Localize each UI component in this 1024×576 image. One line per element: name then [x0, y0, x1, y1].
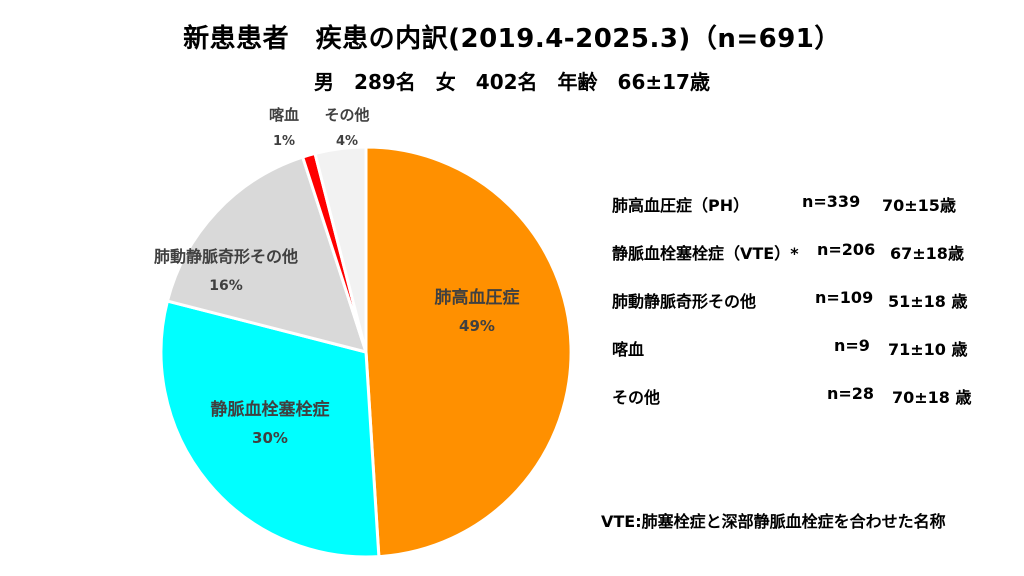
chart-subtitle: 男 289名 女 402名 年齢 66±17歳 — [314, 70, 710, 94]
stats-age: 70±18 歳 — [892, 388, 972, 407]
slice-label: 肺高血圧症 — [435, 287, 520, 308]
stats-age: 51±18 歳 — [888, 292, 968, 311]
pie-slice — [364, 145, 573, 559]
slice-label: その他 — [324, 106, 369, 124]
stats-name: その他 — [612, 388, 661, 407]
slice-label: 静脈血栓塞栓症 — [211, 399, 330, 420]
stats-name: 肺動静脈奇形その他 — [612, 292, 757, 311]
stats-count: n=9 — [834, 336, 870, 355]
slice-percent-label: 4% — [336, 134, 358, 149]
stats-count: n=109 — [815, 288, 874, 307]
stats-count: n=206 — [817, 240, 876, 259]
slice-label: 肺動静脈奇形その他 — [154, 247, 298, 266]
pie-slice — [165, 155, 368, 354]
slice-percent-label: 1% — [273, 134, 295, 149]
stats-age: 67±18歳 — [890, 244, 964, 263]
pie-slice — [159, 299, 381, 559]
slice-percent-label: 30% — [252, 429, 288, 447]
slice-label: 喀血 — [269, 106, 299, 124]
stats-age: 71±10 歳 — [888, 340, 968, 359]
stats-name: 静脈血栓塞栓症（VTE）* — [612, 244, 799, 263]
stats-count: n=28 — [827, 384, 875, 403]
slice-percent-label: 16% — [209, 278, 243, 294]
pie-slice — [313, 145, 368, 354]
footnote: VTE:肺塞栓症と深部静脈血栓症を合わせた名称 — [601, 512, 946, 531]
stats-age: 70±15歳 — [882, 196, 956, 215]
stats-name: 肺高血圧症（PH） — [612, 196, 750, 215]
stats-name: 喀血 — [612, 340, 645, 359]
slice-percent-label: 49% — [459, 317, 495, 335]
chart-title: 新患患者 疾患の内訳(2019.4-2025.3)（n=691） — [183, 24, 841, 54]
stats-count: n=339 — [802, 192, 861, 211]
